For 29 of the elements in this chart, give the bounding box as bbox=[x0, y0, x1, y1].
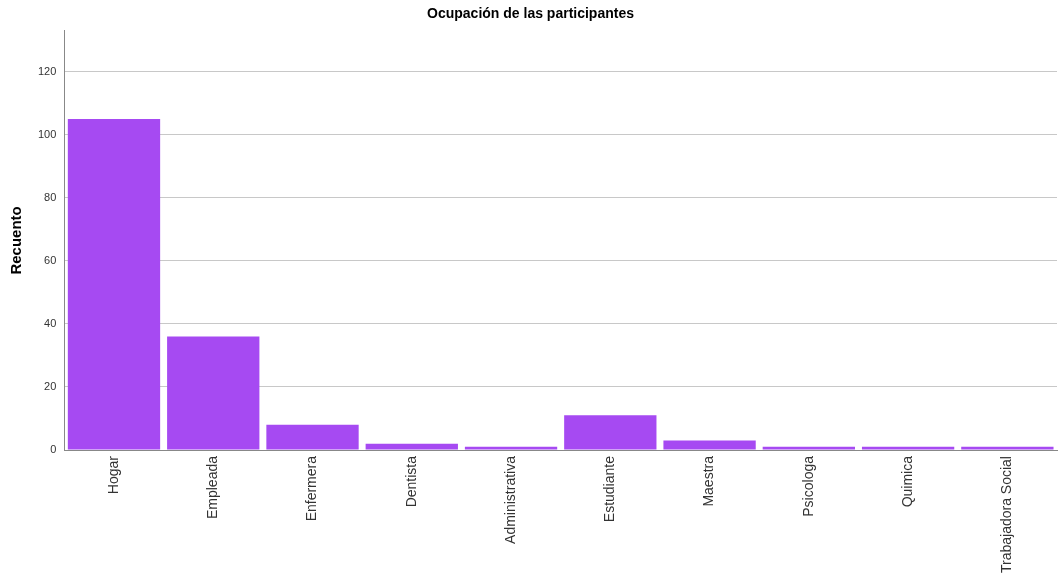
bar bbox=[67, 119, 161, 450]
bar bbox=[564, 415, 657, 450]
x-tick-label: Hogar bbox=[104, 455, 121, 495]
y-tick-label: 40 bbox=[44, 316, 57, 329]
bar bbox=[365, 443, 458, 450]
bar bbox=[167, 336, 260, 450]
x-tick-label: Psicologa bbox=[799, 455, 816, 517]
y-tick-label: 0 bbox=[50, 443, 57, 456]
y-axis-title: Recuento bbox=[7, 206, 25, 275]
bar bbox=[762, 446, 855, 450]
bar bbox=[266, 424, 359, 450]
x-tick-label: Trabajadora Social bbox=[998, 456, 1015, 574]
x-tick-label: Estudiante bbox=[601, 455, 618, 523]
x-tick-label: Empleada bbox=[204, 455, 221, 520]
y-tick-label: 60 bbox=[44, 253, 57, 266]
x-tick-label: Administrativa bbox=[501, 455, 518, 544]
bar bbox=[861, 446, 955, 450]
x-tick-label: Maestra bbox=[700, 455, 717, 507]
chart-title: Ocupación de las participantes bbox=[427, 5, 635, 22]
y-tick-label: 80 bbox=[44, 190, 57, 203]
bar bbox=[663, 440, 756, 450]
y-tick-label: 20 bbox=[44, 380, 57, 392]
bar bbox=[961, 446, 1054, 450]
y-tick-label: 100 bbox=[37, 127, 57, 140]
x-tick-label: Enfermera bbox=[303, 455, 320, 522]
y-tick-label: 120 bbox=[37, 64, 57, 77]
x-tick-label: Dentista bbox=[402, 455, 419, 508]
bar bbox=[464, 446, 558, 450]
x-tick-label: Quimica bbox=[898, 455, 915, 508]
